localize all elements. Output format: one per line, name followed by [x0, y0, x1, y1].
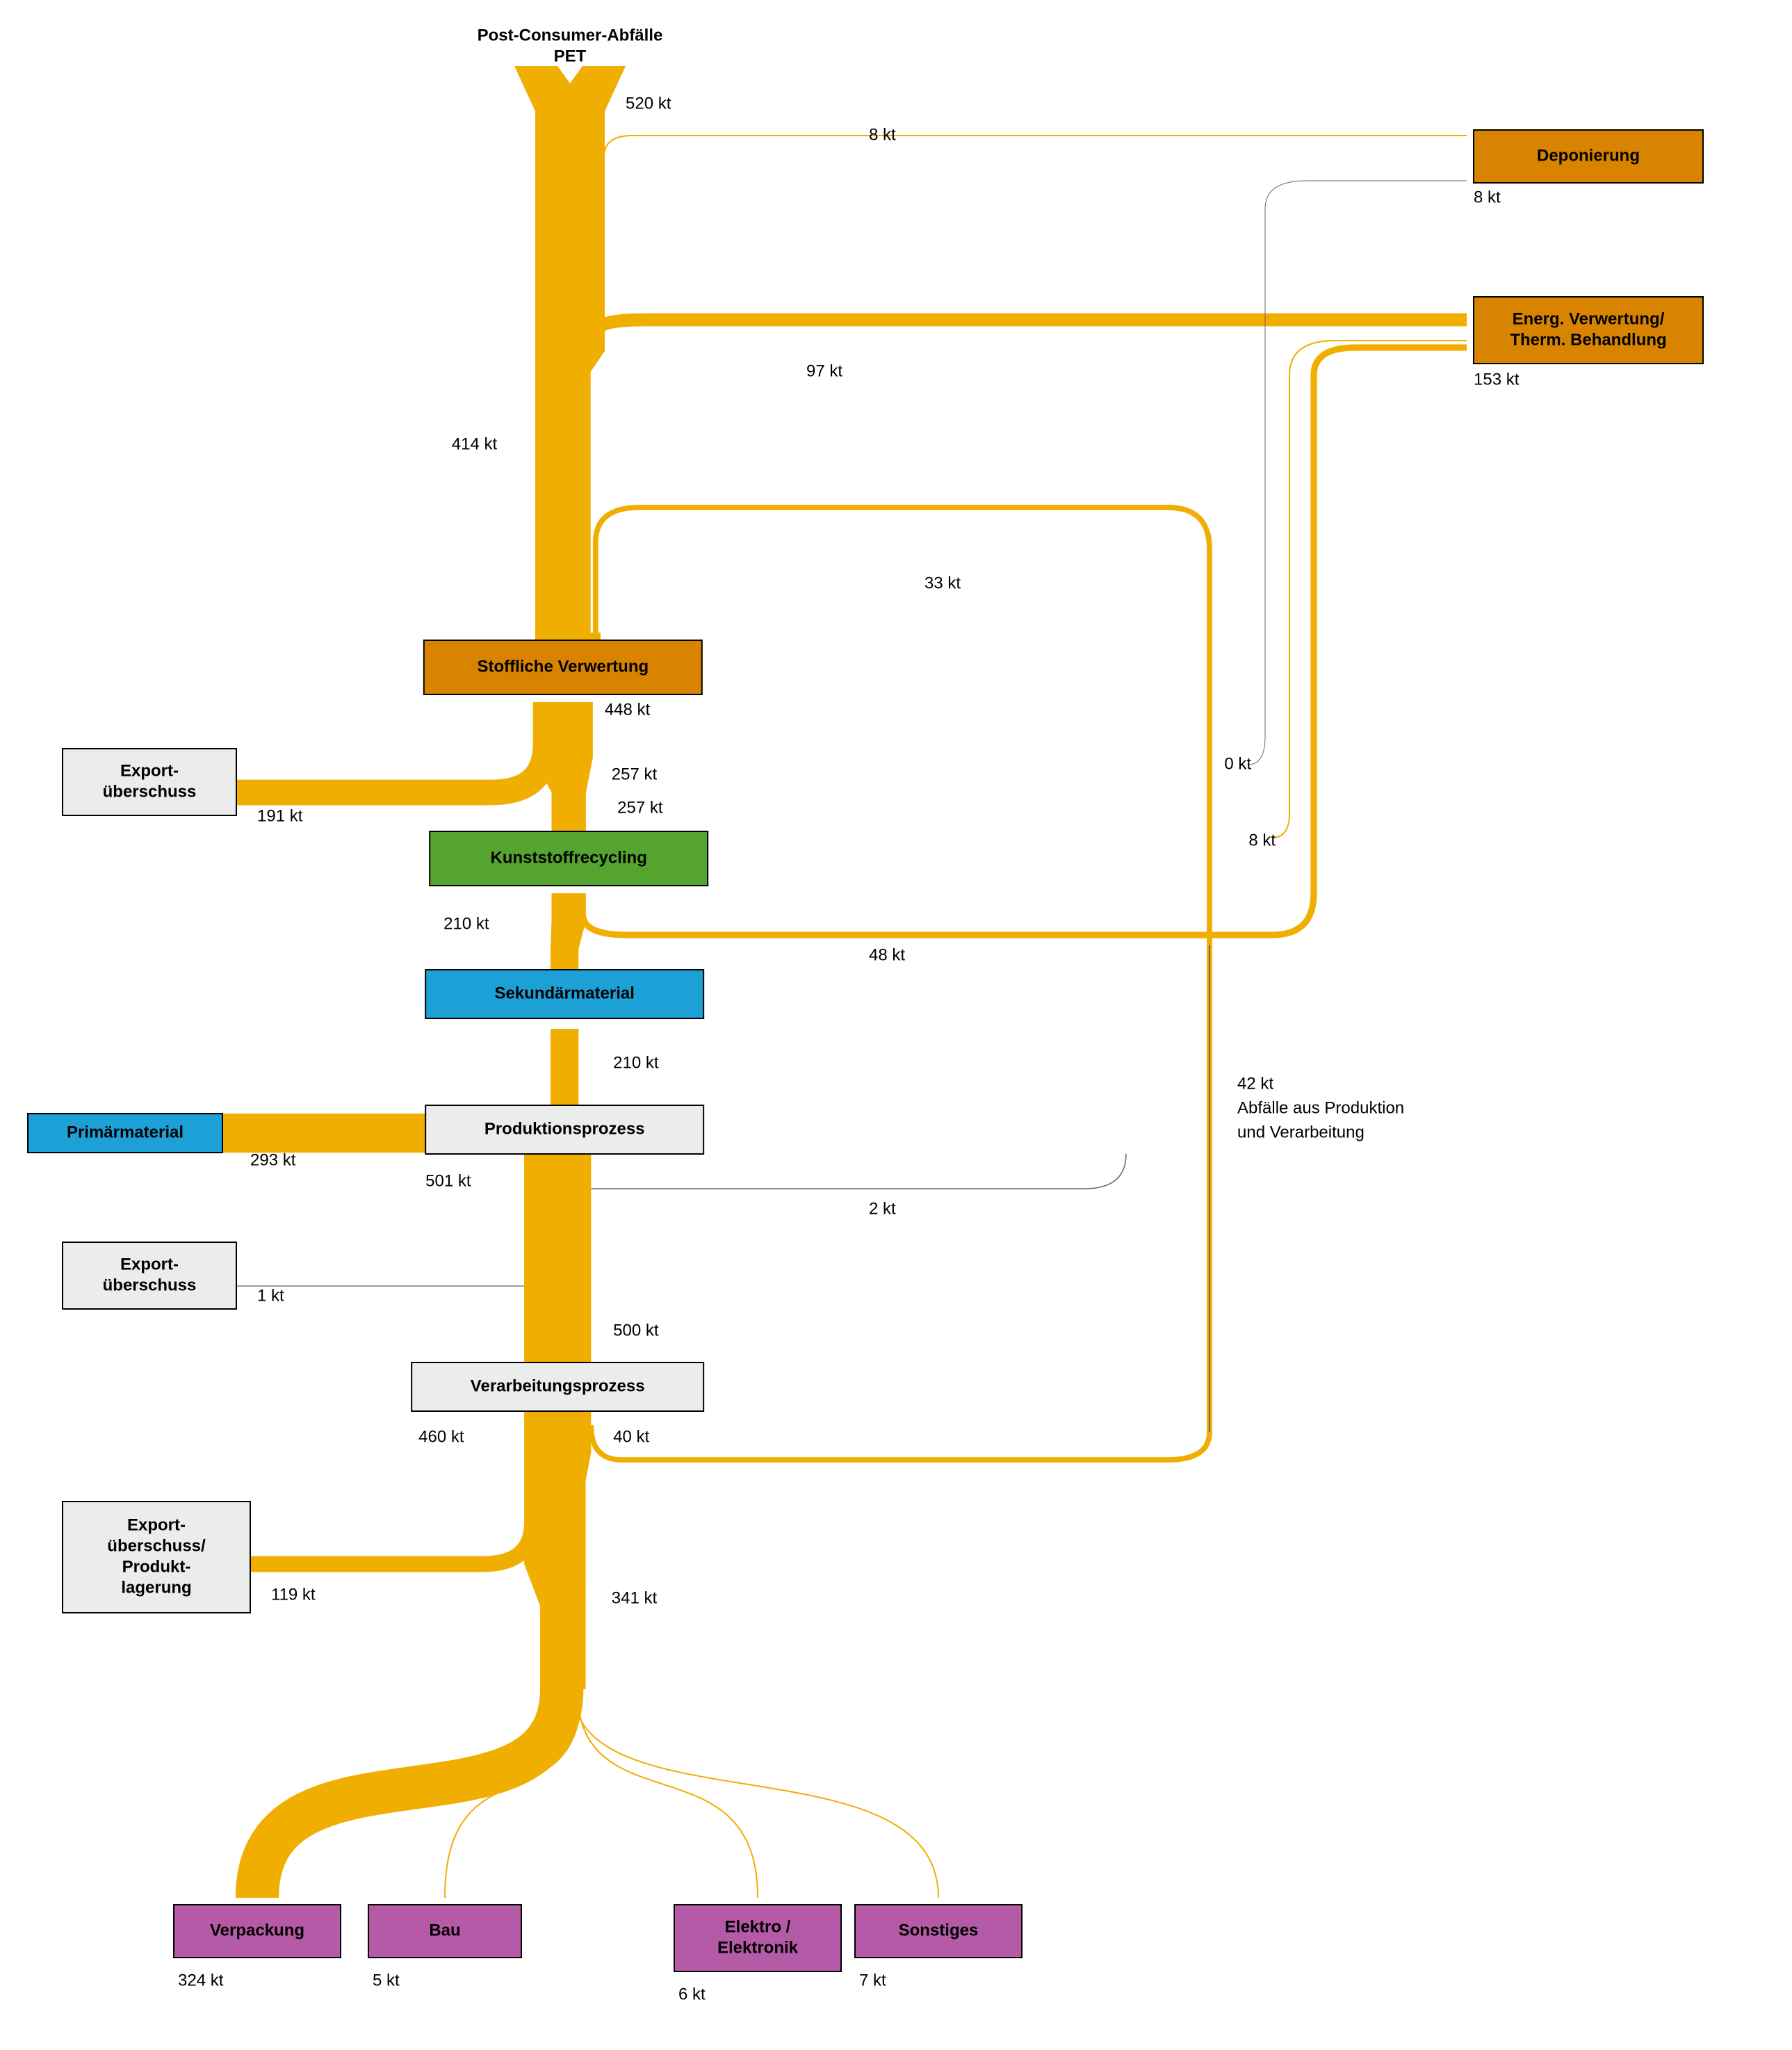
- svg-text:8 kt: 8 kt: [1248, 831, 1276, 849]
- svg-text:Post-Consumer-Abfälle: Post-Consumer-Abfälle: [478, 26, 663, 44]
- svg-text:Elektronik: Elektronik: [717, 1938, 799, 1957]
- svg-text:Therm. Behandlung: Therm. Behandlung: [1510, 330, 1666, 349]
- svg-text:Primärmaterial: Primärmaterial: [67, 1123, 184, 1141]
- svg-text:Export-: Export-: [120, 1255, 179, 1274]
- svg-text:Verpackung: Verpackung: [210, 1921, 304, 1939]
- svg-text:8 kt: 8 kt: [1474, 188, 1501, 206]
- svg-text:Produktionsprozess: Produktionsprozess: [484, 1119, 645, 1138]
- svg-text:1 kt: 1 kt: [257, 1286, 284, 1305]
- svg-text:210 kt: 210 kt: [613, 1053, 659, 1072]
- sankey-diagram: Deponierung 8 kt Energ. Verwertung/Therm. …: [0, 0, 1792, 2050]
- svg-text:Verarbeitungsprozess: Verarbeitungsprozess: [471, 1376, 645, 1395]
- svg-text:448 kt: 448 kt: [605, 700, 651, 719]
- svg-text:257 kt: 257 kt: [612, 765, 658, 783]
- svg-text:überschuss: überschuss: [103, 782, 197, 801]
- svg-text:Bau: Bau: [429, 1921, 460, 1939]
- svg-text:Abfälle aus Produktion: Abfälle aus Produktion: [1237, 1098, 1404, 1117]
- svg-text:7 kt: 7 kt: [859, 1971, 886, 1990]
- svg-text:0 kt: 0 kt: [1224, 754, 1251, 773]
- svg-text:und Verarbeitung: und Verarbeitung: [1237, 1123, 1365, 1141]
- svg-text:8 kt: 8 kt: [869, 125, 896, 144]
- svg-text:33 kt: 33 kt: [924, 573, 961, 592]
- svg-text:191 kt: 191 kt: [257, 806, 303, 825]
- svg-text:Deponierung: Deponierung: [1537, 146, 1640, 165]
- svg-text:324 kt: 324 kt: [178, 1971, 224, 1990]
- svg-text:460 kt: 460 kt: [418, 1427, 464, 1446]
- svg-text:Produkt-: Produkt-: [122, 1557, 191, 1576]
- svg-text:119 kt: 119 kt: [271, 1585, 316, 1604]
- svg-text:97 kt: 97 kt: [806, 361, 842, 380]
- svg-text:5 kt: 5 kt: [373, 1971, 400, 1990]
- svg-text:153 kt: 153 kt: [1474, 370, 1520, 389]
- svg-text:Kunststoffrecycling: Kunststoffrecycling: [490, 848, 646, 867]
- svg-text:lagerung: lagerung: [121, 1578, 191, 1597]
- svg-text:PET: PET: [554, 47, 587, 65]
- svg-text:500 kt: 500 kt: [613, 1321, 659, 1340]
- svg-text:überschuss: überschuss: [103, 1276, 197, 1294]
- svg-text:überschuss/: überschuss/: [107, 1536, 206, 1555]
- svg-text:40 kt: 40 kt: [613, 1427, 649, 1446]
- svg-text:Sonstiges: Sonstiges: [899, 1921, 979, 1939]
- svg-text:Export-: Export-: [120, 761, 179, 780]
- svg-text:48 kt: 48 kt: [869, 945, 905, 964]
- svg-text:257 kt: 257 kt: [617, 798, 663, 817]
- svg-text:414 kt: 414 kt: [452, 434, 498, 453]
- svg-text:Sekundärmaterial: Sekundärmaterial: [494, 984, 634, 1002]
- svg-text:341 kt: 341 kt: [612, 1588, 658, 1607]
- svg-text:Energ. Verwertung/: Energ. Verwertung/: [1513, 309, 1665, 328]
- svg-text:Stoffliche Verwertung: Stoffliche Verwertung: [477, 657, 649, 676]
- svg-text:Elektro /: Elektro /: [725, 1917, 791, 1936]
- svg-text:210 kt: 210 kt: [443, 914, 489, 933]
- svg-text:Export-: Export-: [127, 1515, 186, 1534]
- svg-text:293 kt: 293 kt: [250, 1150, 296, 1169]
- svg-text:520 kt: 520 kt: [626, 94, 671, 113]
- svg-text:501 kt: 501 kt: [425, 1171, 471, 1190]
- svg-text:2 kt: 2 kt: [869, 1199, 896, 1218]
- svg-text:6 kt: 6 kt: [678, 1985, 706, 2003]
- svg-text:42 kt: 42 kt: [1237, 1074, 1273, 1093]
